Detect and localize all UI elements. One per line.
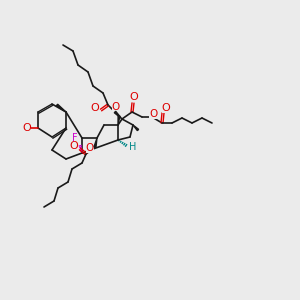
Text: O: O: [70, 141, 78, 151]
Text: O: O: [130, 92, 138, 102]
Text: O: O: [149, 109, 157, 119]
Polygon shape: [56, 104, 66, 112]
Text: F: F: [72, 133, 78, 143]
Text: O: O: [162, 103, 170, 113]
Polygon shape: [118, 116, 120, 125]
Text: O: O: [22, 123, 32, 133]
Polygon shape: [114, 111, 122, 119]
Text: O: O: [91, 103, 99, 113]
Polygon shape: [133, 125, 139, 130]
Text: H: H: [129, 142, 137, 152]
Text: O: O: [112, 102, 120, 112]
Text: O: O: [86, 143, 94, 153]
Polygon shape: [94, 138, 97, 147]
